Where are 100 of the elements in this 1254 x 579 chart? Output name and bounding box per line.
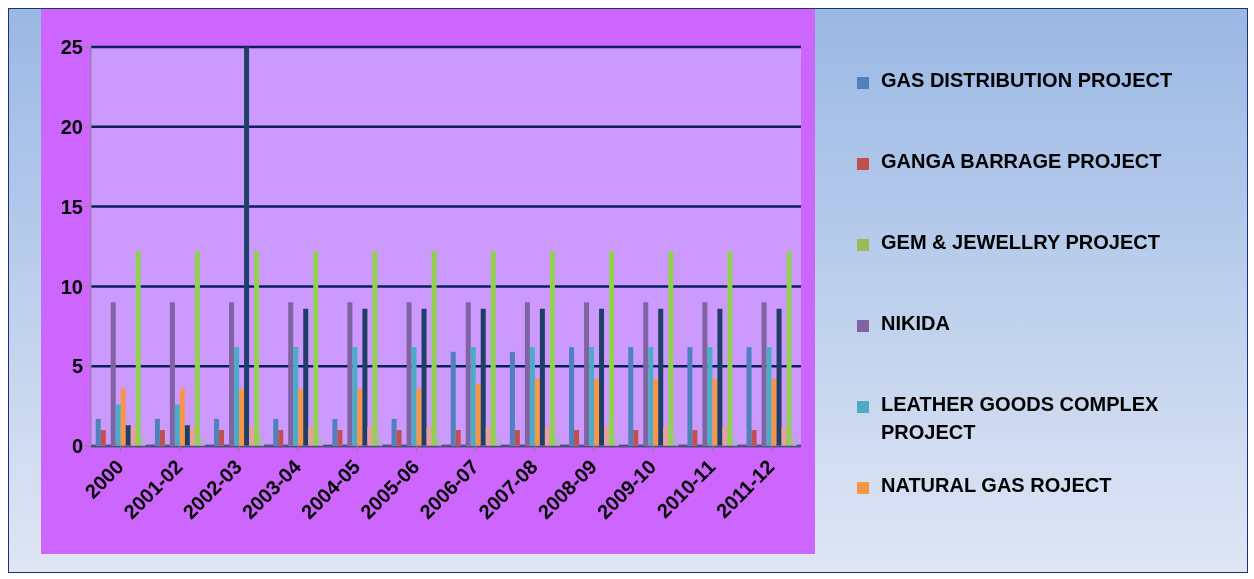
bar [396,430,402,446]
bar [539,308,545,446]
bar [318,436,324,446]
bar [174,404,180,446]
bar [416,388,422,446]
bar [574,430,580,446]
bar [273,418,279,446]
bar [214,418,220,446]
bar [643,302,649,446]
bar [347,302,353,446]
bar [702,302,708,446]
bar [614,436,620,446]
bar [352,347,358,446]
bar [436,436,442,446]
bar [751,430,757,446]
bar [722,426,728,446]
legend-label: LEATHER GOODS COMPLEX PROJECT [881,392,1160,445]
bar [609,251,615,446]
bar [648,347,654,446]
bar [589,347,595,446]
bar [357,388,363,446]
bar [727,251,733,446]
bar [791,436,797,446]
bar [766,347,772,446]
bar [421,308,427,446]
bar [234,347,240,446]
bar [367,426,373,446]
bar [169,302,175,446]
bar [244,47,250,446]
bar [100,430,106,446]
bar [184,425,190,446]
bar [534,378,540,446]
bar [293,347,299,446]
bar [199,436,205,446]
bar [406,302,412,446]
y-tick-label: 25 [60,36,83,59]
bar [687,347,693,446]
bar [569,347,575,446]
bar [604,426,610,446]
bar [140,436,146,446]
bar [426,426,432,446]
bar [431,251,437,446]
bar [288,302,294,446]
bar [529,347,535,446]
bar [653,378,659,446]
bar [332,418,338,446]
bar [465,302,471,446]
bar [259,436,265,446]
bar [712,378,718,446]
bar [254,251,260,446]
y-tick-label: 20 [60,115,83,138]
y-tick-label: 15 [60,195,83,218]
bar [130,426,136,446]
bar [337,430,343,446]
bar [584,302,590,446]
bar [509,351,515,446]
bar [194,251,200,446]
bar [249,426,255,446]
bar [475,383,481,446]
bar [599,308,605,446]
bar [490,251,496,446]
bar [120,388,126,446]
bar [495,436,501,446]
bar [189,426,195,446]
bar [154,418,160,446]
bar [485,426,491,446]
y-tick-label: 0 [71,435,83,458]
bar [771,378,777,446]
bar [362,308,368,446]
bar [219,430,225,446]
bar [732,436,738,446]
legend-label: NIKIDA [881,311,950,336]
bar [411,347,417,446]
bar [450,351,456,446]
bar [480,308,486,446]
bar [308,426,314,446]
bar [514,430,520,446]
bar [668,251,674,446]
legend-label: GEM & JEWELLRY PROJECT [881,230,1160,255]
bar [544,426,550,446]
y-tick-label: 5 [71,355,83,378]
bar [746,347,752,446]
bar [554,436,560,446]
legend-label: GANGA BARRAGE PROJECT [881,149,1162,174]
bar [455,430,461,446]
bar [776,308,782,446]
bar [135,251,141,446]
bar [115,404,121,446]
legend-label: NATURAL GAS ROJECT [881,473,1112,498]
bar [549,251,555,446]
bar [663,426,669,446]
bar [179,388,185,446]
bar [278,430,284,446]
bar [391,418,397,446]
bar [628,347,634,446]
bar [95,418,101,446]
legend-label: GAS DISTRIBUTION PROJECT [881,68,1173,93]
bar [658,308,664,446]
bar [673,436,679,446]
bar [524,302,530,446]
